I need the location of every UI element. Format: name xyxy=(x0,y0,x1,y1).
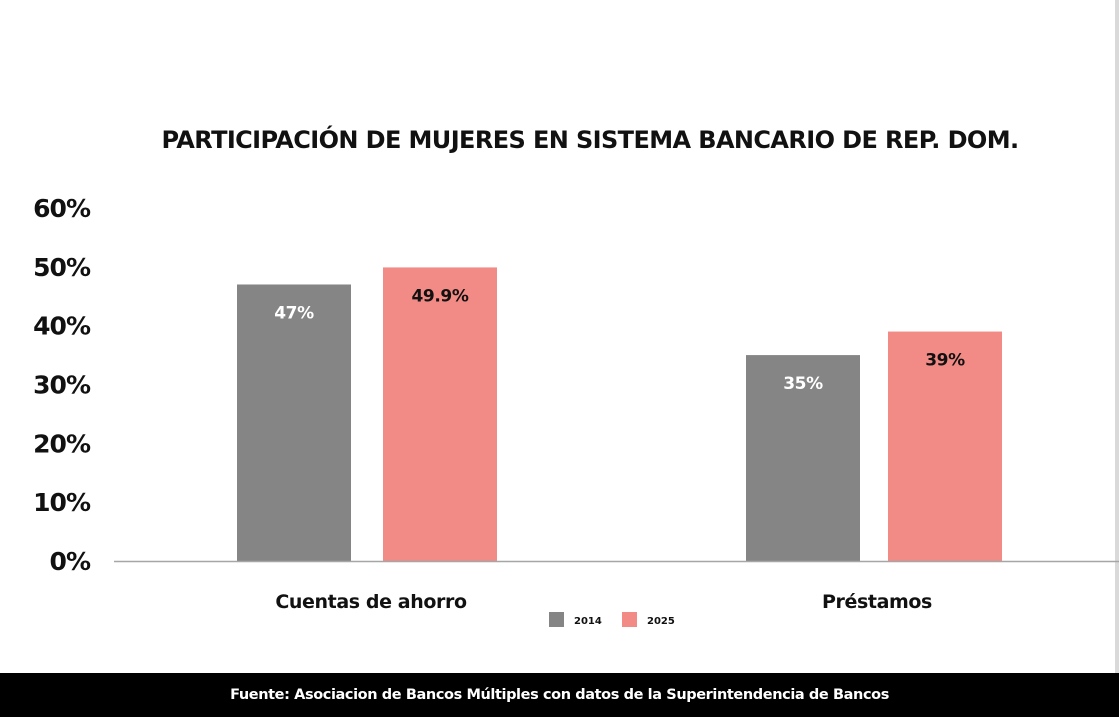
category-label: Préstamos xyxy=(822,591,932,613)
legend-label-2014: 2014 xyxy=(574,616,602,627)
data-label-2014-2: 35% xyxy=(783,374,823,394)
y-tick-label: 40% xyxy=(33,312,91,341)
data-label-2025-1: 49.9% xyxy=(412,286,469,306)
bar-2025-1 xyxy=(383,267,497,561)
category-label: Cuentas de ahorro xyxy=(275,591,467,613)
bar-2014-1 xyxy=(237,284,351,561)
right-edge-strip xyxy=(1115,0,1119,673)
y-tick-label: 30% xyxy=(33,371,91,400)
legend-label-2025: 2025 xyxy=(647,616,675,627)
source-text: Fuente: Asociacion de Bancos Múltiples c… xyxy=(230,687,889,703)
legend-swatch-2025 xyxy=(622,612,637,627)
y-tick-label: 0% xyxy=(50,547,91,576)
y-tick-label: 50% xyxy=(33,253,91,282)
bar-2014-2 xyxy=(746,355,860,561)
data-label-2025-2: 39% xyxy=(925,351,965,371)
bar-chart: PARTICIPACIÓN DE MUJERES EN SISTEMA BANC… xyxy=(33,124,1119,627)
legend: 2014 2025 xyxy=(549,612,675,627)
legend-swatch-2014 xyxy=(549,612,564,627)
data-label-2014-1: 47% xyxy=(274,303,314,323)
source-footer: Fuente: Asociacion de Bancos Múltiples c… xyxy=(0,673,1119,717)
category-labels: Cuentas de ahorro Préstamos xyxy=(275,591,932,613)
bar-group: 47% 35% 49.9% 39% xyxy=(237,267,1002,561)
y-tick-label: 10% xyxy=(33,488,91,517)
y-tick-label: 20% xyxy=(33,429,91,458)
bar-2025-2 xyxy=(888,331,1002,561)
y-tick-label: 60% xyxy=(33,194,91,223)
chart-title: PARTICIPACIÓN DE MUJERES EN SISTEMA BANC… xyxy=(162,124,1019,154)
y-axis-ticks: 0% 10% 20% 30% 40% 50% 60% xyxy=(33,194,92,576)
